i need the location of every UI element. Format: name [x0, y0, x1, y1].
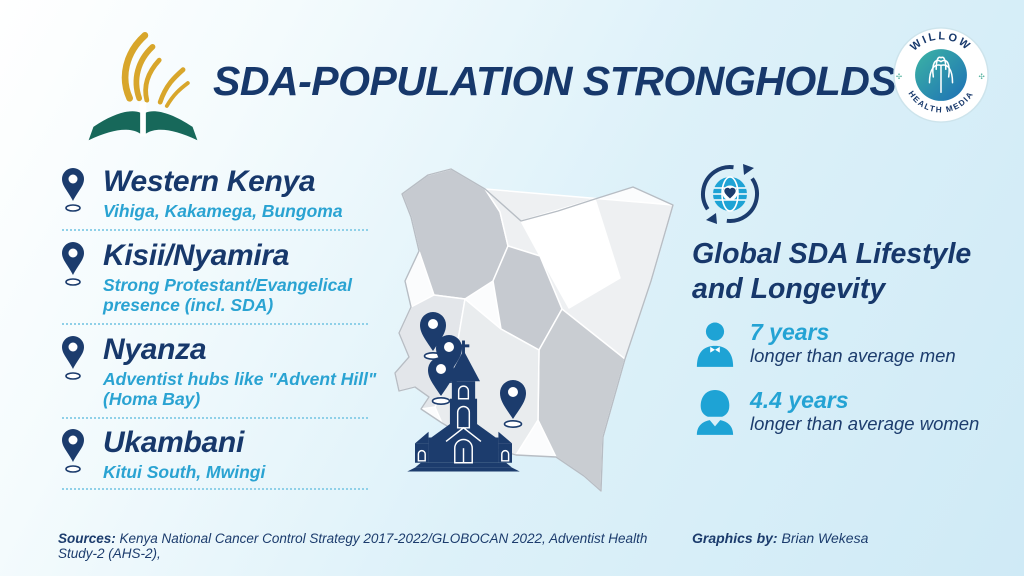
location-title: Nyanza: [103, 333, 207, 366]
location-item-western-kenya: Western Kenya Vihiga, Kakamega, Bungoma: [58, 166, 388, 221]
location-item-ukambani: Ukambani Kitui South, Mwingi: [58, 427, 388, 482]
location-title: Western Kenya: [103, 165, 316, 198]
sources-text: Kenya National Cancer Control Strategy 2…: [58, 531, 648, 561]
longevity-heading: Global SDA Lifestyle and Longevity: [692, 238, 972, 305]
kenya-county-map: [394, 168, 674, 492]
stat-label: longer than average men: [750, 345, 956, 367]
sources-line: Sources: Kenya National Cancer Control S…: [58, 531, 678, 561]
credit-label: Graphics by:: [692, 530, 778, 546]
location-subtitle: Adventist hubs like "Advent Hill" (Homa …: [103, 368, 377, 410]
willow-health-media-badge: WILLOW HEALTH MEDIA ✣ ✣: [893, 27, 989, 123]
credit-line: Graphics by: Brian Wekesa: [692, 530, 992, 546]
book-cross: [88, 102, 198, 141]
globe-heart-icon: [701, 164, 759, 224]
stat-women: 4.4 years longer than average women: [694, 388, 979, 436]
dotted-separator: [62, 417, 368, 419]
svg-text:✣: ✣: [896, 72, 903, 81]
location-pin-icon: [62, 242, 84, 286]
location-pin-icon: [62, 429, 84, 473]
woman-icon: [696, 390, 734, 435]
location-title: Kisii/Nyamira: [103, 239, 290, 272]
credit-name: Brian Wekesa: [777, 530, 869, 546]
location-pin-icon: [62, 336, 84, 380]
location-subtitle: Kitui South, Mwingi: [103, 461, 266, 482]
location-item-kisii-nyamira: Kisii/Nyamira Strong Protestant/Evangeli…: [58, 240, 388, 316]
map-pin-icon: [500, 380, 526, 428]
leaf-decoration-icon: ✣ ✣: [896, 72, 986, 81]
stat-men: 7 years longer than average men: [694, 320, 956, 368]
map-pin-icon: [428, 357, 454, 405]
page-title: SDA-POPULATION STRONGHOLDS: [213, 58, 897, 104]
dotted-separator: [62, 323, 368, 325]
location-subtitle: Vihiga, Kakamega, Bungoma: [103, 200, 343, 221]
location-item-nyanza: Nyanza Adventist hubs like "Advent Hill"…: [58, 334, 388, 410]
church-icon: [407, 340, 520, 472]
stat-value: 4.4 years: [750, 387, 849, 413]
heart-icon: [724, 187, 736, 199]
location-pin-icon: [62, 168, 84, 212]
man-icon: [696, 322, 734, 367]
sda-church-logo-icon: [88, 32, 198, 141]
svg-text:✣: ✣: [978, 72, 985, 81]
stat-value: 7 years: [750, 319, 830, 345]
stat-label: longer than average women: [750, 413, 980, 435]
sources-label: Sources:: [58, 531, 116, 546]
dotted-separator: [62, 488, 368, 490]
location-subtitle: Strong Protestant/Evangelical presence (…: [103, 274, 352, 316]
dotted-separator: [62, 229, 368, 231]
location-title: Ukambani: [103, 426, 244, 459]
